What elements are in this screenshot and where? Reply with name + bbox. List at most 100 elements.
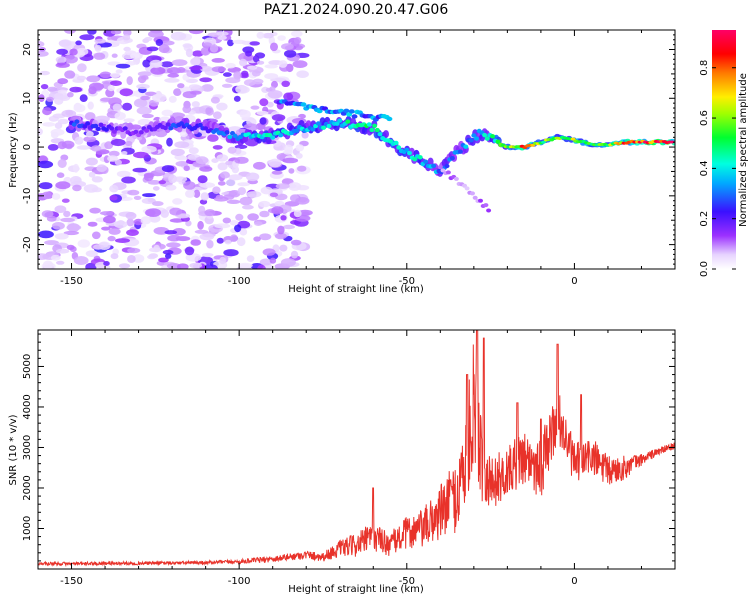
spectrogram-noise-cell [301,131,309,139]
spectrogram-noise-cell [226,178,236,187]
spectrogram-noise-cell [211,58,225,63]
spectrogram-noise-cell [247,213,259,221]
spectrogram-noise-cell [133,98,148,108]
spectrogram-noise-cell [216,102,228,111]
spectrogram-ridge-cell [162,125,168,131]
spectrogram-noise-cell [202,264,218,269]
spectrogram-noise-cell [223,72,232,77]
spectrogram-noise-cell [109,195,118,201]
spectrogram-noise-cell [219,256,227,265]
spectrogram-noise-cell [217,162,228,171]
spectrogram-noise-cell [217,35,227,40]
spectrogram-noise-cell [54,122,63,129]
spectrogram-noise-cell [225,160,233,166]
spectrogram-noise-cell [249,41,260,46]
spectrogram-noise-cell [61,198,70,203]
spectrogram-noise-cell [94,38,106,44]
spectrogram-noise-cell [185,220,192,227]
spectrogram-ridge-cell [484,136,490,141]
spectrogram-noise-cell [292,60,308,68]
spectrogram-noise-cell [243,54,254,61]
spectrogram-branch-cell [470,191,475,196]
spectrogram-ridge-cell [471,133,477,138]
colorbar-label: Normalized spectral amplitude [738,73,749,227]
spectrogram-noise-cell [109,80,122,86]
spectrogram-noise-cell [111,53,118,58]
spectrogram-noise-cell [201,252,214,258]
spectrogram-noise-cell [217,181,226,186]
spectrogram-noise-cell [146,46,159,52]
spectrogram-noise-cell [122,34,131,41]
spectrogram-ridge-cell [423,159,429,164]
spectrogram-ridge-cell [369,127,375,133]
spectrogram-noise-cell [84,112,96,121]
spectrogram-noise-cell [57,89,68,94]
spectrogram-noise-cell [115,69,123,74]
spectrogram-noise-cell [224,239,232,245]
spectrogram-ridge-cell [144,128,150,133]
spectrogram-noise-cell [73,256,89,265]
spectrogram-ridge-cell [334,121,340,126]
spectrogram-noise-cell [269,192,279,198]
spectrogram-noise-cell [42,260,54,269]
spectrogram-noise-cell [209,44,219,53]
spectrogram-ridge-cell [468,138,474,143]
spectrogram-ridge-cell [570,137,576,141]
spectrogram-noise-cell [66,244,75,250]
spectrogram-noise-cell [205,107,212,115]
spectrogram-noise-cell [54,92,69,100]
spectrogram-noise-cell [237,182,250,187]
spectrogram-noise-cell [274,193,288,201]
spectrogram-noise-cell [137,118,152,126]
spectrogram-noise-cell [247,193,257,199]
spectrogram-noise-cell [83,184,99,193]
spectrogram-noise-cell [256,31,265,39]
spectrogram-noise-cell [41,210,54,218]
spectrogram-noise-cell [280,258,296,267]
spectrogram-noise-cell [100,97,113,102]
spectrogram-noise-cell [210,96,220,104]
spectrogram-branch-cell [351,114,358,119]
spectrogram-noise-cell [258,200,271,208]
spectrogram-noise-cell [57,118,69,125]
spectrogram-noise-cell [195,156,209,165]
spectrogram-noise-cell [126,229,139,237]
spectrogram-noise-cell [57,141,67,150]
spectrogram-noise-cell [77,239,91,248]
spectrogram-noise-cell [173,88,182,96]
spectrogram-noise-cell [270,42,278,52]
spectrogram-noise-cell [63,54,78,64]
spectrogram-ridge-cell [82,124,88,129]
spectrogram-noise-cell [39,70,50,76]
spectrogram-ridge-cell [417,155,423,160]
spectrogram-noise-cell [260,186,273,195]
spectrogram-noise-cell [227,146,237,154]
spectrogram-noise-cell [38,182,53,190]
spectrogram-noise-cell [229,220,239,226]
spectrogram-ridge-halo [265,136,272,144]
spectrogram-noise-cell [176,263,189,269]
spectrogram-ridge-cell [490,134,496,139]
spectrogram-noise-cell [86,131,94,138]
spectrogram-noise-cell [214,223,231,229]
colorbar-tick-label: 0.2 [699,211,710,227]
spectrogram-noise-cell [291,30,303,37]
spectrogram-noise-cell [92,231,101,240]
spectrogram-noise-cell [103,261,110,266]
spectrogram-ridge-cell [93,123,99,129]
spectrogram-noise-cell [204,209,216,217]
spectrogram-noise-cell [110,138,126,147]
spectrogram-noise-cell [56,172,65,178]
spectrogram-noise-cell [57,78,69,85]
spectrogram-ridge-cell [227,134,233,140]
spectrogram-noise-cell [164,78,180,83]
spectrogram-branch-cell [445,170,451,175]
spectrogram-noise-cell [76,145,91,150]
spectrogram-noise-cell [42,122,56,127]
spectrogram-noise-cell [158,44,170,54]
spectrogram-noise-cell [107,85,115,92]
spectrogram-noise-cell [168,95,177,103]
spectrogram-noise-cell [56,48,68,55]
spectrogram-noise-cell [259,210,270,218]
spectrogram-noise-cell [99,71,112,79]
